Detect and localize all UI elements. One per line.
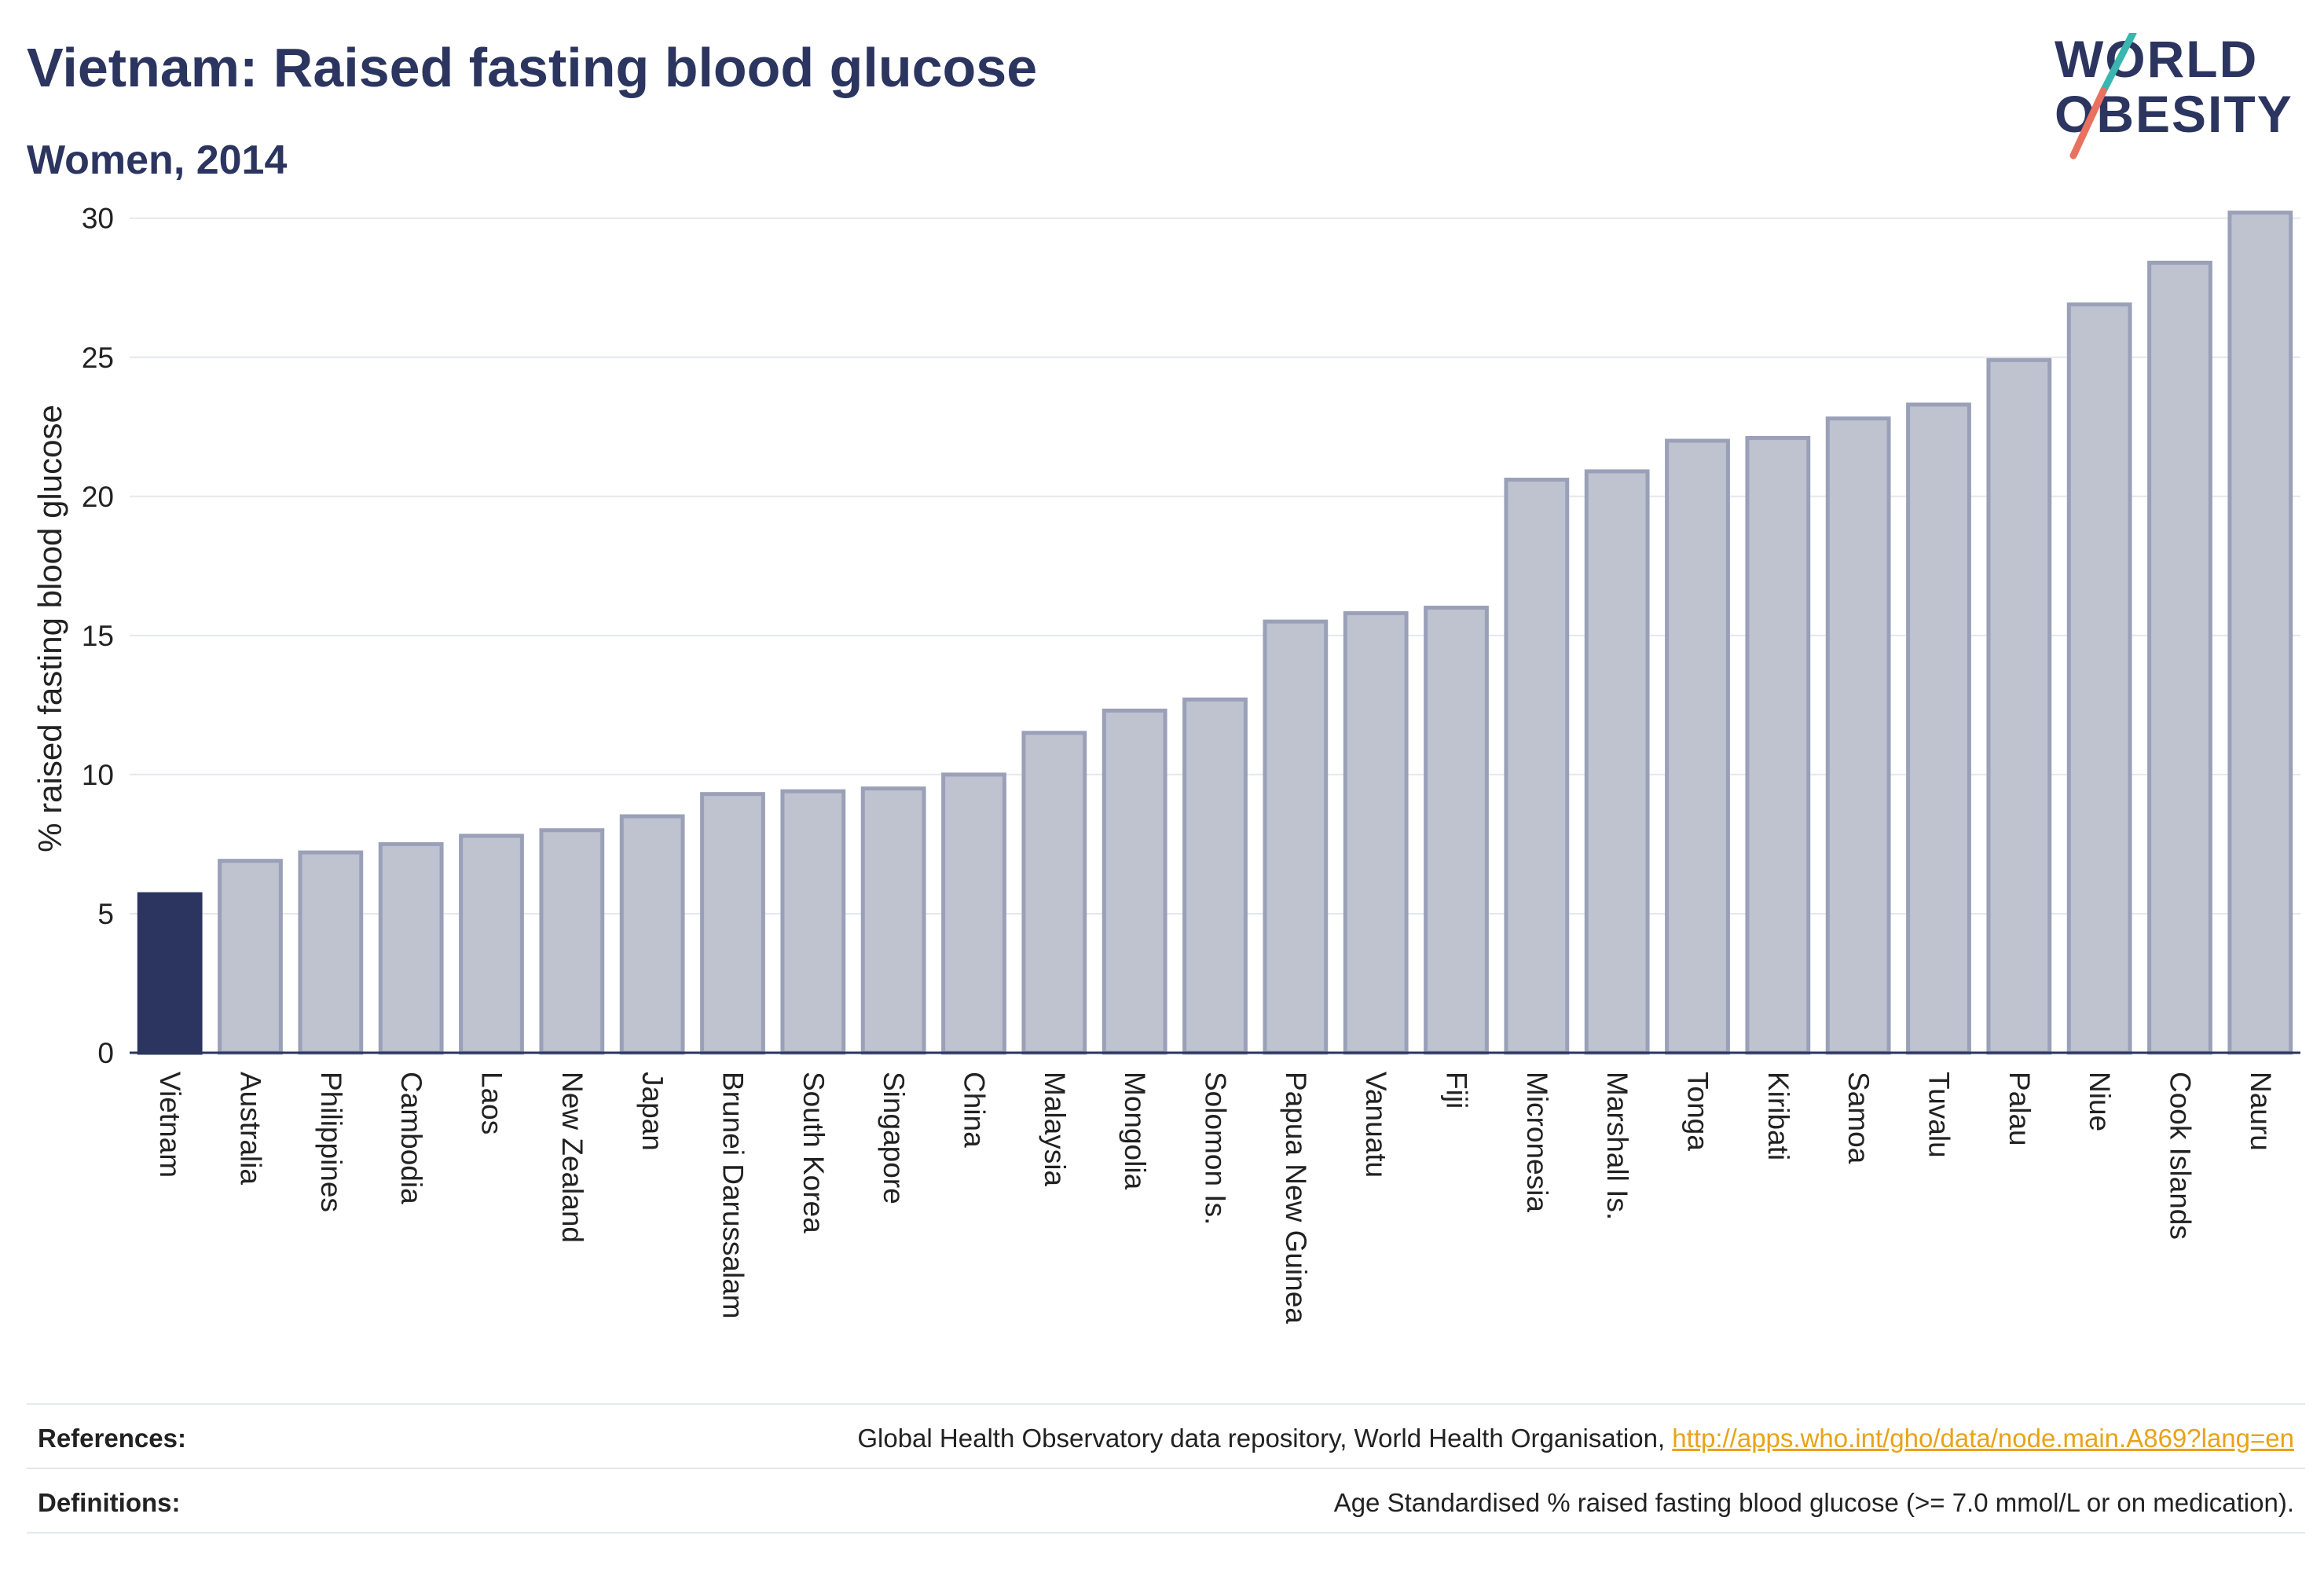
x-tick-label: Cook Islands	[2165, 1072, 2197, 1240]
x-tick-label: Cambodia	[395, 1072, 427, 1204]
bar	[1102, 708, 1167, 1055]
y-tick-label: 10	[82, 759, 114, 791]
y-tick-label: 5	[97, 898, 114, 930]
bar	[298, 850, 364, 1055]
x-tick-label: Solomon Is.	[1200, 1072, 1232, 1225]
world-obesity-logo: WORLD OBESITY	[2055, 33, 2306, 167]
x-tick-label: Nauru	[2245, 1072, 2277, 1151]
x-tick-label: Kiribati	[1762, 1072, 1794, 1160]
bar	[700, 792, 765, 1055]
bar	[619, 814, 685, 1055]
bar	[1021, 731, 1087, 1055]
chart-subtitle: Women, 2014	[27, 137, 288, 183]
bar	[1182, 697, 1248, 1055]
x-tick-label: Niue	[2084, 1072, 2116, 1131]
x-tick-label: South Korea	[797, 1072, 830, 1233]
x-tick-label: Laos	[476, 1072, 508, 1134]
bar	[1263, 619, 1329, 1055]
bar	[1424, 605, 1489, 1055]
bar	[780, 789, 846, 1055]
x-tick-label: Marshall Is.	[1601, 1072, 1633, 1220]
bar	[1986, 357, 2052, 1055]
y-tick-label: 25	[82, 342, 114, 374]
bar	[459, 834, 524, 1055]
references-row: References: Global Health Observatory da…	[27, 1424, 2305, 1463]
references-value: Global Health Observatory data repositor…	[857, 1424, 2294, 1453]
x-tick-label: Brunei Darussalam	[717, 1072, 750, 1319]
bar	[539, 828, 605, 1055]
bar	[1745, 435, 1811, 1055]
logo-slash-coral	[2069, 87, 2107, 159]
x-tick-label: Tuvalu	[1923, 1072, 1956, 1158]
y-tick-label: 20	[82, 481, 114, 513]
bar	[137, 892, 203, 1055]
references-text: Global Health Observatory data repositor…	[857, 1424, 1673, 1453]
x-tick-label: Mongolia	[1119, 1072, 1151, 1190]
definitions-text: Age Standardised % raised fasting blood …	[1333, 1488, 2294, 1517]
bar	[2147, 260, 2212, 1055]
chart-title: Vietnam: Raised fasting blood glucose	[27, 37, 1038, 98]
logo-line-1: WORLD	[2055, 30, 2259, 88]
footer-divider-top	[27, 1403, 2305, 1405]
x-tick-label: Malaysia	[1039, 1072, 1071, 1186]
x-tick-label: Micronesia	[1521, 1072, 1553, 1212]
bar	[1825, 416, 1891, 1055]
logo-slash-teal	[2099, 33, 2137, 95]
bar	[1343, 611, 1409, 1055]
x-tick-label: Vanuatu	[1360, 1072, 1392, 1178]
footer-divider-bottom	[27, 1532, 2305, 1534]
x-tick-label: Fiji	[1441, 1072, 1473, 1109]
bar	[1584, 469, 1650, 1055]
definitions-row: Definitions: Age Standardised % raised f…	[27, 1488, 2305, 1527]
footer-divider-middle	[27, 1468, 2305, 1469]
bar	[378, 841, 444, 1055]
bar-chart: 0 5 10 15 20 25 30 % raised fasting blood gluco…	[31, 204, 2300, 1324]
y-tick-label: 15	[82, 620, 114, 652]
references-link[interactable]: http://apps.who.int/gho/data/node.main.A…	[1672, 1424, 2294, 1453]
bar	[218, 859, 283, 1055]
x-tick-label: China	[959, 1072, 991, 1148]
x-tick-label: Vietnam	[154, 1072, 186, 1178]
x-tick-label: Tonga	[1682, 1072, 1714, 1151]
x-tick-label: Philippines	[315, 1072, 347, 1212]
x-tick-label: Palau	[2003, 1072, 2036, 1146]
references-label: References:	[38, 1424, 186, 1453]
bar	[1665, 438, 1730, 1055]
bar	[1906, 402, 1971, 1055]
x-tick-label: Japan	[636, 1072, 669, 1151]
bar	[860, 786, 926, 1055]
x-tick-label: Samoa	[1842, 1072, 1875, 1164]
y-axis-label: % raised fasting blood glucose	[31, 405, 68, 852]
bar	[2066, 302, 2132, 1055]
bar	[941, 772, 1006, 1055]
x-tick-label: Australia	[235, 1072, 267, 1185]
x-tick-label: Papua New Guinea	[1280, 1072, 1312, 1324]
definitions-label: Definitions:	[38, 1488, 181, 1517]
bar	[2227, 211, 2293, 1055]
bar	[1504, 478, 1570, 1055]
y-tick-label: 0	[97, 1037, 114, 1069]
logo-slash-icon	[2069, 33, 2137, 159]
y-tick-label: 30	[82, 204, 114, 235]
x-tick-label: Singapore	[878, 1072, 910, 1204]
x-tick-label: New Zealand	[556, 1072, 588, 1243]
